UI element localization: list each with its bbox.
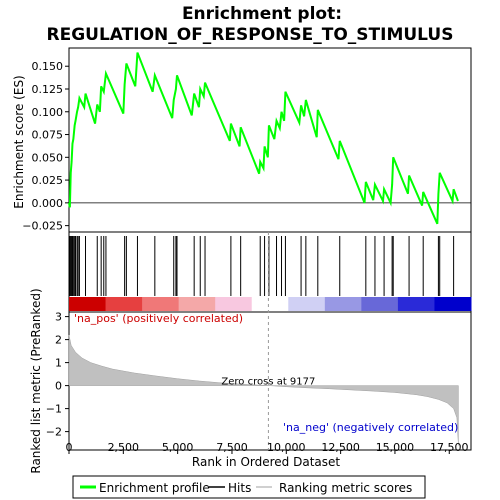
chart-title-line1: Enrichment plot: bbox=[182, 4, 342, 24]
rank-x-axis-ticks: 0 2,500 5,000 7,500 10,000 12,500 15,000 17,500 bbox=[66, 441, 469, 454]
hits-panel bbox=[68, 231, 472, 313]
es-y-tick-label: 0.050 bbox=[32, 151, 64, 164]
es-y-tick-label: −0.025 bbox=[22, 220, 63, 233]
rank-x-tick-label: 7,500 bbox=[216, 441, 248, 454]
gradient-segment bbox=[215, 297, 253, 311]
es-y-tick-label: 0.025 bbox=[32, 174, 64, 187]
rank-x-tick-label: 10,000 bbox=[267, 441, 306, 454]
rank-y-tick-label: 1 bbox=[55, 357, 62, 370]
rank-x-tick-label: 2,500 bbox=[108, 441, 140, 454]
gradient-segment bbox=[251, 297, 289, 311]
gradient-segment bbox=[434, 297, 472, 311]
legend-enrichment-label: Enrichment profile bbox=[99, 481, 210, 495]
gradient-segment bbox=[105, 297, 143, 311]
gradient-segment bbox=[361, 297, 399, 311]
rank-x-tick-label: 5,000 bbox=[162, 441, 194, 454]
rank-y-tick-label: 2 bbox=[55, 334, 62, 347]
legend-hits-label: Hits bbox=[228, 481, 251, 495]
gradient-segment bbox=[288, 297, 326, 311]
rank-y-axis-label: Ranked list metric (PreRanked) bbox=[29, 288, 43, 473]
rank-y-tick-label: 3 bbox=[55, 311, 62, 324]
zero-cross-label: Zero cross at 9177 bbox=[221, 377, 315, 388]
hit-markers bbox=[69, 236, 455, 296]
rank-x-tick-label: 0 bbox=[66, 441, 73, 454]
rank-y-tick-label: −2 bbox=[46, 426, 62, 439]
neg-corr-label: 'na_neg' (negatively correlated) bbox=[283, 421, 458, 434]
rank-x-tick-label: 15,000 bbox=[376, 441, 415, 454]
es-y-tick-label: 0.150 bbox=[32, 60, 64, 73]
es-panel-frame bbox=[68, 47, 472, 233]
chart-title-line2: REGULATION_OF_RESPONSE_TO_STIMULUS bbox=[47, 25, 454, 45]
es-panel: −0.025 0.000 0.025 0.050 0.075 0.100 0.125 0.15… bbox=[12, 47, 472, 233]
gradient-segment bbox=[69, 297, 107, 311]
rank-x-tick-label: 17,500 bbox=[430, 441, 469, 454]
rank-panel: Zero cross at 9177 'na_pos' (positively … bbox=[29, 232, 472, 474]
rank-y-axis-ticks: −2 −1 0 1 2 3 bbox=[46, 311, 69, 439]
es-y-tick-label: 0.000 bbox=[32, 197, 64, 210]
gradient-segment bbox=[397, 297, 435, 311]
gradient-segment bbox=[178, 297, 216, 311]
es-y-axis-label: Enrichment score (ES) bbox=[12, 75, 26, 208]
rank-x-axis-label: Rank in Ordered Dataset bbox=[192, 455, 340, 469]
gradient-segment bbox=[142, 297, 180, 311]
enrichment-profile-line bbox=[68, 52, 459, 225]
legend-frame bbox=[72, 475, 426, 499]
ranking-metric-area bbox=[68, 334, 459, 446]
legend-ranking-label: Ranking metric scores bbox=[279, 481, 412, 495]
gradient-segment bbox=[324, 297, 362, 311]
rank-y-tick-label: −1 bbox=[46, 403, 62, 416]
rank-y-tick-label: 0 bbox=[55, 380, 62, 393]
rank-x-tick-label: 12,500 bbox=[321, 441, 360, 454]
rank-gradient-bar bbox=[69, 297, 472, 311]
es-y-axis-ticks: −0.025 0.000 0.025 0.050 0.075 0.100 0.125 0.15… bbox=[22, 60, 69, 233]
legend: Enrichment profile Hits Ranking metric s… bbox=[72, 475, 426, 499]
es-y-tick-label: 0.100 bbox=[32, 106, 64, 119]
es-y-tick-label: 0.075 bbox=[32, 129, 64, 142]
es-y-tick-label: 0.125 bbox=[32, 83, 64, 96]
pos-corr-label: 'na_pos' (positively correlated) bbox=[74, 312, 243, 325]
